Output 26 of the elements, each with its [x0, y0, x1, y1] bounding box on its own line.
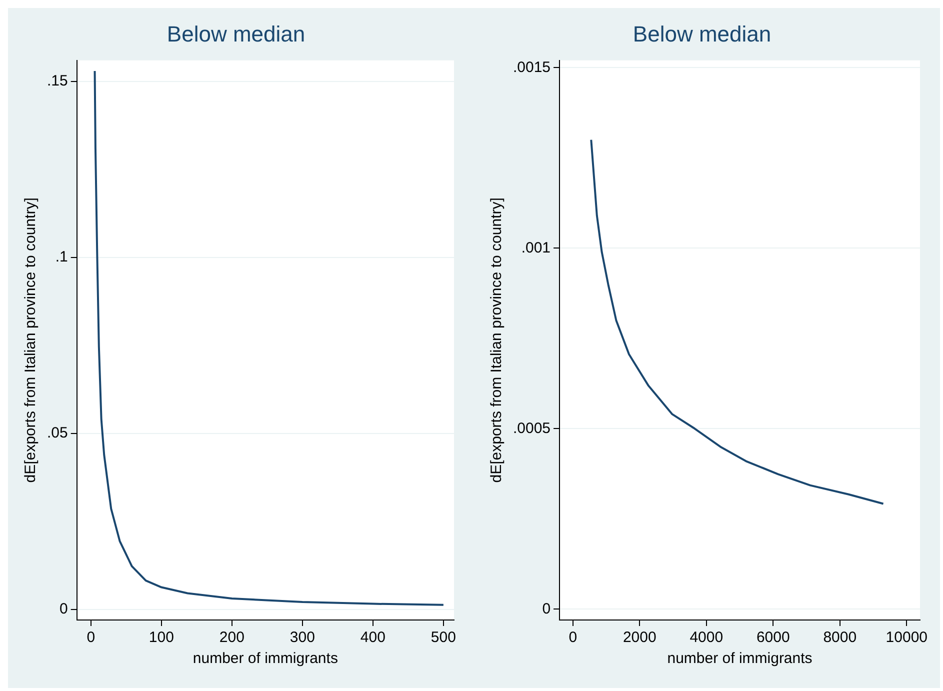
- x-tick-label: 4000: [690, 629, 724, 646]
- y-axis-title: dE[exports from Italian province to country]: [488, 198, 506, 483]
- x-tick-label: 300: [290, 629, 315, 646]
- y-tick-label: .0015: [512, 58, 551, 76]
- y-tick-label: .15: [46, 72, 68, 90]
- y-tick-label: 0: [60, 600, 68, 618]
- y-tick-label: .05: [46, 424, 68, 442]
- y-tick-label: .0005: [512, 420, 551, 437]
- x-tick-label: 8000: [823, 629, 857, 646]
- x-tick-label: 0: [568, 629, 578, 646]
- x-tick-label: 400: [360, 629, 386, 646]
- chart-title: Below median: [632, 21, 772, 46]
- x-tick-label: 6000: [756, 629, 790, 646]
- y-tick-label: .1: [55, 248, 68, 266]
- x-axis-title: number of immigrants: [667, 650, 812, 668]
- x-tick-label: 200: [219, 629, 244, 646]
- x-tick-label: 500: [430, 629, 456, 646]
- x-tick-label: 0: [86, 629, 96, 646]
- y-tick-label: .001: [521, 239, 551, 256]
- x-tick-label: 2000: [622, 629, 656, 646]
- x-tick-label: 10000: [886, 629, 928, 646]
- x-tick-label: 100: [148, 629, 174, 646]
- y-axis-title: dE[exports from Italian province to country]: [22, 198, 40, 483]
- chart-title: Below median: [166, 21, 306, 46]
- x-axis-title: number of immigrants: [192, 650, 338, 668]
- y-tick-label: 0: [542, 600, 551, 618]
